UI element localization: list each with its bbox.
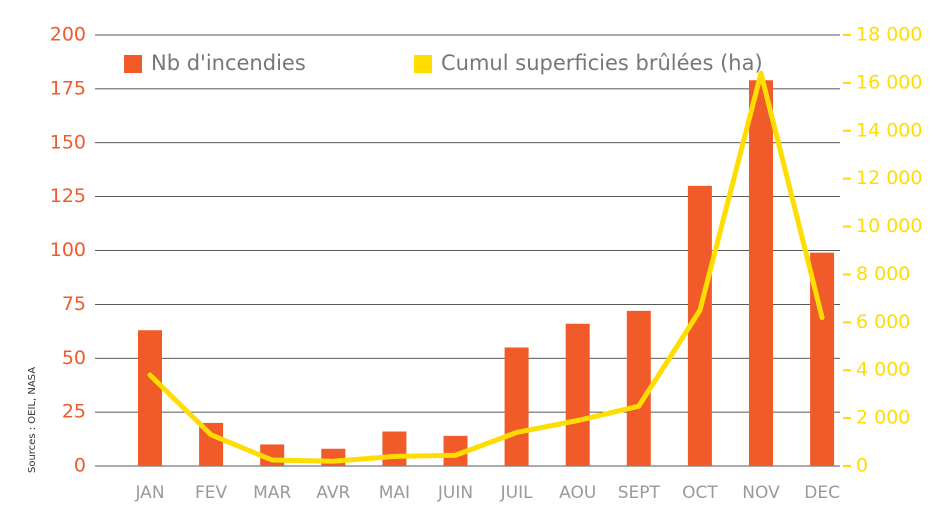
legend-swatch bbox=[414, 55, 432, 73]
x-tick-label: DEC bbox=[804, 483, 840, 503]
bar bbox=[382, 431, 407, 466]
y-tick-label: 75 bbox=[62, 293, 86, 315]
legend-label: Nb d'incendies bbox=[151, 51, 306, 75]
bar bbox=[138, 330, 162, 466]
y-tick-label: 25 bbox=[62, 401, 86, 423]
x-tick-label: AOU bbox=[559, 483, 596, 503]
y-tick-label: 150 bbox=[50, 131, 86, 153]
y-tick-label: 175 bbox=[50, 77, 86, 99]
y2-tick-label: 14 000 bbox=[856, 119, 922, 141]
x-tick-label: AVR bbox=[316, 483, 350, 503]
y2-tick-label: 0 bbox=[856, 455, 868, 477]
y2-tick-label: 16 000 bbox=[856, 71, 922, 93]
y2-tick-label: 2 000 bbox=[856, 407, 910, 429]
y2-tick-label: 18 000 bbox=[856, 24, 922, 46]
x-tick-label: SEPT bbox=[618, 483, 661, 503]
x-tick-label: MAR bbox=[253, 483, 291, 503]
x-tick-label: JUIN bbox=[437, 483, 473, 503]
y2-tick-label: 8 000 bbox=[856, 263, 910, 285]
line bbox=[147, 70, 825, 464]
y-tick-label: 0 bbox=[74, 455, 86, 477]
x-tick-label: JAN bbox=[134, 483, 164, 503]
x-tick-label: OCT bbox=[682, 483, 718, 503]
bar bbox=[504, 347, 529, 466]
source-note: Sources : OEIL, NASA bbox=[27, 367, 38, 473]
legend-swatch bbox=[124, 55, 142, 73]
bar bbox=[565, 323, 590, 466]
y2-tick-label: 12 000 bbox=[856, 167, 922, 189]
y-tick-label: 100 bbox=[50, 239, 86, 261]
legend-label: Cumul superficies brûlées (ha) bbox=[441, 51, 763, 75]
y-tick-label: 50 bbox=[62, 347, 86, 369]
y2-tick-label: 10 000 bbox=[856, 215, 922, 237]
x-tick-label: JUIL bbox=[500, 483, 533, 503]
bar bbox=[626, 310, 651, 466]
y2-tick-label: 4 000 bbox=[856, 359, 910, 381]
y-tick-label: 125 bbox=[50, 185, 86, 207]
x-tick-label: FEV bbox=[195, 483, 228, 503]
x-tick-label: MAI bbox=[379, 483, 410, 503]
y2-tick-label: 6 000 bbox=[856, 311, 910, 333]
bar bbox=[749, 80, 773, 466]
y-tick-label: 200 bbox=[50, 24, 86, 46]
x-tick-label: NOV bbox=[742, 483, 780, 503]
